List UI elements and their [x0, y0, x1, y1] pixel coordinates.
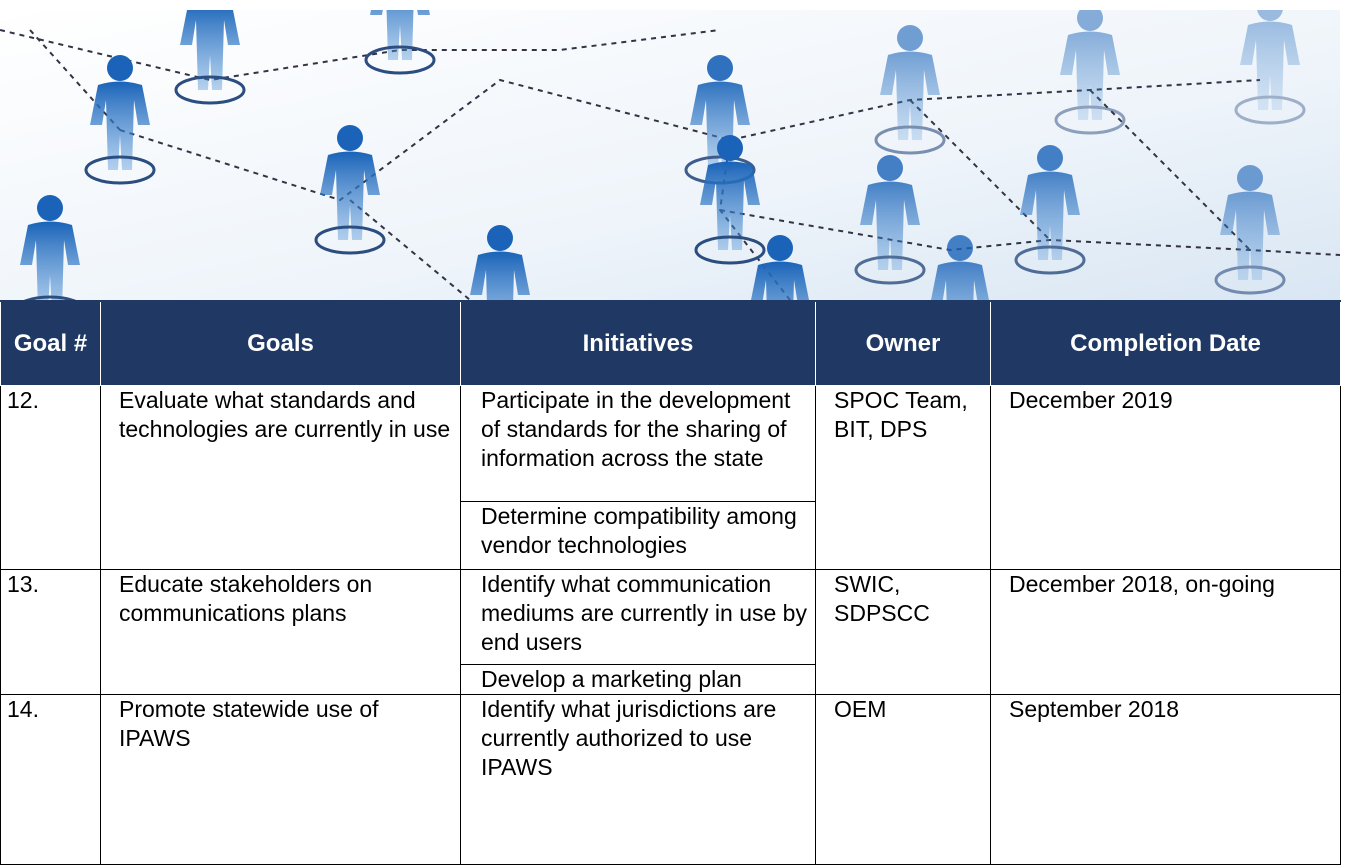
- owner: SWIC, SDPSCC: [815, 569, 991, 695]
- goal: Educate stakeholders on communications p…: [100, 569, 461, 695]
- goal-number: 13.: [0, 569, 101, 695]
- completion-date: September 2018: [990, 694, 1341, 865]
- header-row: Goal # Goals Initiatives Owner Completion Da…: [0, 300, 1341, 386]
- initiative: Develop a marketing plan: [460, 664, 816, 695]
- goal-number: 12.: [0, 385, 101, 570]
- goal: Evaluate what standards and technologies…: [100, 385, 461, 570]
- table-row: Determine compatibility among vendor tec…: [1, 501, 1341, 570]
- owner: SPOC Team, BIT, DPS: [815, 385, 991, 570]
- owner: OEM: [815, 694, 991, 865]
- column-header: Goals: [100, 300, 461, 386]
- completion-date: December 2019: [990, 385, 1341, 570]
- initiative: Identify what jurisdictions are currentl…: [460, 694, 816, 865]
- goal: Promote statewide use of IPAWS: [100, 694, 461, 865]
- goal-number: 14.: [0, 694, 101, 865]
- table-row: 14. Promote statewide use of IPAWS Identif…: [0, 694, 1341, 865]
- completion-date: December 2018, on-going: [990, 569, 1341, 695]
- column-header: Owner: [815, 300, 991, 386]
- column-header: Initiatives: [460, 300, 816, 386]
- table-row: 12. Evaluate what standards and technolog…: [0, 385, 1341, 570]
- initiative: Participate in the development of standa…: [460, 385, 816, 502]
- table-row: 13. Educate stakeholders on communication…: [0, 569, 1341, 695]
- initiative: Identify what communication mediums are …: [460, 569, 816, 665]
- column-header: Goal #: [0, 300, 101, 386]
- initiative: Determine compatibility among vendor tec…: [460, 501, 816, 570]
- table-body: 12. Evaluate what standards and technolog…: [0, 385, 1341, 865]
- goals-table: Goal # Goals Initiatives Owner Completion Da…: [0, 300, 1341, 865]
- banner-image: [0, 10, 1340, 300]
- column-header: Completion Date: [990, 300, 1341, 386]
- table-row: Develop a marketing plan: [1, 664, 1341, 695]
